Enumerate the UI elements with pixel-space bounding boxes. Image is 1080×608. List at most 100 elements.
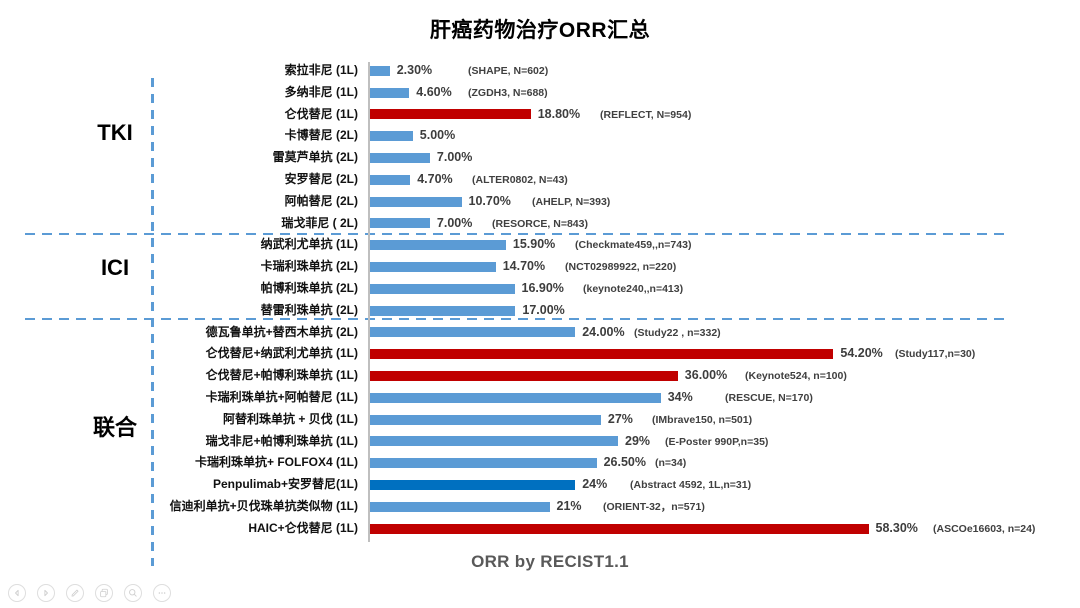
chart-title: 肝癌药物治疗ORR汇总 <box>429 19 651 42</box>
row-label: 雷莫芦单抗 (2L) <box>272 150 358 165</box>
bar-row: 德瓦鲁单抗+替西木单抗 (2L) 24.00% (Study22 , n=332) <box>0 322 1080 344</box>
bar <box>370 458 597 469</box>
bar <box>370 240 506 251</box>
vertical-dashed-separator <box>151 78 154 566</box>
value-label: 21% <box>556 498 582 513</box>
group-separator-ici-combo <box>25 317 1009 320</box>
value-label: 54.20% <box>840 346 883 361</box>
row-label: 瑞戈菲尼 ( 2L) <box>281 215 358 230</box>
group-label-ici: ICI <box>100 255 130 280</box>
bar-row: 卡瑞利珠单抗+阿帕替尼 (1L) 34% (RESCUE, N=170) <box>0 387 1080 409</box>
row-label: 卡瑞利珠单抗+阿帕替尼 (1L) <box>205 389 358 404</box>
bar-row: 仑伐替尼 (1L) 18.80% (REFLECT, N=954) <box>0 104 1080 126</box>
bar-row: 安罗替尼 (2L) 4.70% (ALTER0802, N=43) <box>0 169 1080 191</box>
bar <box>370 305 516 316</box>
trial-annotation: (Study22 , n=332) <box>634 326 721 339</box>
bar <box>370 523 869 534</box>
bar <box>370 218 430 229</box>
bar <box>370 87 410 98</box>
value-label: 7.00% <box>436 215 473 230</box>
row-label: 替雷利珠单抗 (2L) <box>260 302 358 317</box>
row-label: 卡博替尼 (2L) <box>284 128 358 143</box>
trial-annotation: (ASCOe16603, n=24) <box>933 522 1036 535</box>
bar-row: 信迪利单抗+贝伐珠单抗类似物 (1L) 21% (ORIENT-32，n=571) <box>0 496 1080 518</box>
bar <box>370 153 430 164</box>
group-label-tki: TKI <box>97 120 133 145</box>
row-label: 帕博利珠单抗 (2L) <box>260 280 358 295</box>
row-label: 阿替利珠单抗 + 贝伐 (1L) <box>222 411 358 426</box>
bar <box>370 174 411 185</box>
bar-row: 卡瑞利珠单抗 (2L) 14.70% (NCT02989922, n=220) <box>0 256 1080 278</box>
bar-row: 瑞戈非尼+帕博利珠单抗 (1L) 29% (E-Poster 990P,n=35) <box>0 431 1080 453</box>
viewer-toolbar <box>8 584 171 602</box>
bar-row: 多纳非尼 (1L) 4.60% (ZGDH3, N=688) <box>0 82 1080 104</box>
bar <box>370 196 462 207</box>
bar <box>370 131 413 142</box>
trial-annotation: (RESCUE, N=170) <box>725 391 813 404</box>
bar-row: 替雷利珠单抗 (2L) 17.00% <box>0 300 1080 322</box>
bar-row: 卡博替尼 (2L) 5.00% <box>0 125 1080 147</box>
bar-row: 仑伐替尼+帕博利珠单抗 (1L) 36.00% (Keynote524, n=100… <box>0 365 1080 387</box>
value-label: 36.00% <box>684 368 728 383</box>
value-label: 58.30% <box>875 520 918 535</box>
bar-row: 瑞戈菲尼 ( 2L) 7.00% (RESORCE, N=843) <box>0 213 1080 235</box>
value-label: 14.70% <box>502 259 546 274</box>
bar-row: 纳武利尤单抗 (1L) 15.90% (Checkmate459,,n=743) <box>0 234 1080 256</box>
row-label: 索拉非尼 (1L) <box>284 63 358 77</box>
ellipsis-icon <box>156 587 168 599</box>
bar-row: 阿替利珠单抗 + 贝伐 (1L) 27% (IMbrave150, n=501) <box>0 409 1080 431</box>
back-button[interactable] <box>8 584 26 602</box>
row-label: 仑伐替尼 (1L) <box>284 106 358 121</box>
trial-annotation: (E-Poster 990P,n=35) <box>665 435 769 448</box>
chevron-right-icon <box>40 587 52 599</box>
bar-row: 雷莫芦单抗 (2L) 7.00% <box>0 147 1080 169</box>
trial-annotation: (Keynote524, n=100) <box>745 370 847 383</box>
trial-annotation: (SHAPE, N=602) <box>468 65 549 77</box>
magnifier-icon <box>127 587 139 599</box>
row-label: 信迪利单抗+贝伐珠单抗类似物 (1L) <box>169 498 358 513</box>
bar-row: 卡瑞利珠单抗+ FOLFOX4 (1L) 26.50% (n=34) <box>0 452 1080 474</box>
value-label: 10.70% <box>468 193 511 208</box>
value-label: 24.00% <box>582 324 625 339</box>
zoom-button[interactable] <box>124 584 142 602</box>
forward-button[interactable] <box>37 584 55 602</box>
bar-row: 仑伐替尼+纳武利尤单抗 (1L) 54.20% (Study117,n=30) <box>0 343 1080 365</box>
copy-button[interactable] <box>95 584 113 602</box>
value-label: 17.00% <box>522 302 565 317</box>
trial-annotation: (IMbrave150, n=501) <box>652 413 753 426</box>
bar <box>370 349 834 360</box>
group-label-combo: 联合 <box>92 415 137 440</box>
value-label: 27% <box>607 411 633 426</box>
row-label: 仑伐替尼+纳武利尤单抗 (1L) <box>205 346 358 361</box>
trial-annotation: (Study117,n=30) <box>895 348 976 361</box>
bar <box>370 480 576 491</box>
value-label: 4.70% <box>417 171 453 186</box>
row-label: 卡瑞利珠单抗+ FOLFOX4 (1L) <box>194 455 358 470</box>
bar-row: Penpulimab+安罗替尼(1L) 24% (Abstract 4592, 1L… <box>0 474 1080 496</box>
value-label: 29% <box>625 433 651 448</box>
bar <box>370 283 515 294</box>
value-label: 16.90% <box>521 280 564 295</box>
more-button[interactable] <box>153 584 171 602</box>
trial-annotation: (NCT02989922, n=220) <box>565 261 677 274</box>
bar <box>370 109 531 120</box>
value-label: 4.60% <box>416 84 452 99</box>
value-label: 2.30% <box>396 63 433 77</box>
value-label: 24% <box>582 477 608 492</box>
trial-annotation: (n=34) <box>655 457 687 470</box>
bar <box>370 392 661 403</box>
row-label: HAIC+仑伐替尼 (1L) <box>248 520 358 535</box>
y-axis-line <box>368 62 370 542</box>
edit-button[interactable] <box>66 584 84 602</box>
bar <box>370 436 618 447</box>
bar <box>370 65 390 76</box>
trial-annotation: (ZGDH3, N=688) <box>468 86 548 99</box>
value-label: 26.50% <box>603 455 646 470</box>
row-label: 多纳非尼 (1L) <box>284 84 358 99</box>
trial-annotation: (REFLECT, N=954) <box>600 108 692 121</box>
pencil-icon <box>69 587 81 599</box>
bar <box>370 501 550 512</box>
value-label: 18.80% <box>537 106 581 121</box>
row-label: 安罗替尼 (2L) <box>284 171 358 186</box>
trial-annotation: (Abstract 4592, 1L,n=31) <box>630 479 752 492</box>
